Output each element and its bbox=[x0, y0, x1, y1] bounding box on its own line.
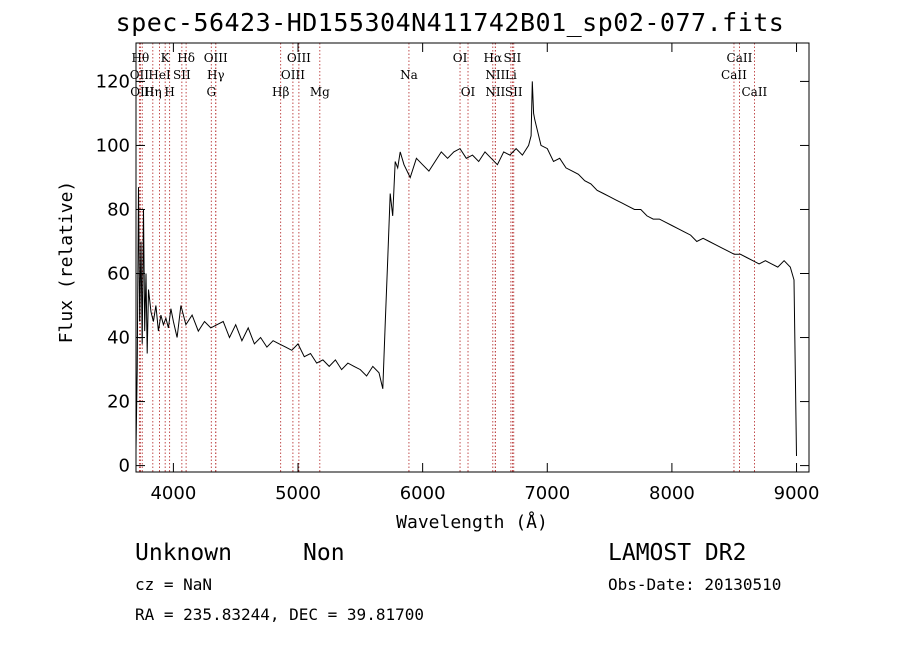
x-tick-label: 8000 bbox=[649, 483, 695, 504]
emission-line-label: SII bbox=[173, 68, 191, 82]
y-tick-label: 20 bbox=[107, 392, 130, 413]
emission-line-label: Li bbox=[505, 68, 517, 82]
emission-line-label: NII bbox=[485, 85, 505, 99]
emission-line-label: Hδ bbox=[177, 51, 195, 65]
x-axis-ticks: 4000 5000 6000 7000 8000 9000 bbox=[150, 43, 819, 504]
emission-line-label: NII bbox=[485, 68, 505, 82]
emission-line-label: Na bbox=[400, 68, 418, 82]
emission-line-label: CaII bbox=[721, 68, 747, 82]
emission-line-label: SII bbox=[504, 51, 522, 65]
x-tick-label: 7000 bbox=[524, 483, 570, 504]
y-tick-label: 40 bbox=[107, 328, 130, 349]
plot-frame bbox=[135, 42, 810, 473]
chart-title: spec-56423-HD155304N411742B01_sp02-077.f… bbox=[115, 8, 785, 37]
coordinates-text: RA = 235.83244, DEC = 39.81700 bbox=[135, 605, 424, 624]
y-tick-label: 80 bbox=[107, 199, 130, 220]
emission-line-label: K bbox=[161, 51, 171, 65]
emission-line-label: G bbox=[206, 85, 216, 99]
y-tick-label: 120 bbox=[96, 71, 130, 92]
x-axis-label: Wavelength (Å) bbox=[396, 511, 548, 533]
y-tick-label: 60 bbox=[107, 264, 130, 285]
emission-line-label: OIII bbox=[204, 51, 228, 65]
spectrum-line bbox=[135, 81, 797, 457]
x-tick-label: 4000 bbox=[150, 483, 196, 504]
object-subclass: Non bbox=[303, 540, 345, 566]
emission-line-markers bbox=[138, 43, 755, 472]
emission-line-label: CaII bbox=[727, 51, 753, 65]
emission-line-label: OIII bbox=[281, 68, 305, 82]
x-tick-label: 5000 bbox=[275, 483, 321, 504]
emission-line-label: HeI bbox=[148, 68, 171, 82]
redshift-text: cz = NaN bbox=[135, 575, 213, 594]
emission-line-label: OI bbox=[461, 85, 476, 99]
emission-line-label: Hα bbox=[484, 51, 503, 65]
emission-line-label: SII bbox=[505, 85, 523, 99]
emission-line-label: Mg bbox=[310, 85, 330, 99]
x-tick-label: 9000 bbox=[774, 483, 820, 504]
emission-line-label: Hγ bbox=[207, 68, 225, 82]
survey-name: LAMOST DR2 bbox=[608, 540, 747, 566]
y-axis-ticks: 0 20 40 60 80 100 120 bbox=[96, 71, 809, 477]
y-tick-label: 100 bbox=[96, 135, 130, 156]
emission-line-label: Hβ bbox=[272, 85, 289, 99]
y-tick-label: 0 bbox=[119, 456, 130, 477]
observation-date: Obs-Date: 20130510 bbox=[608, 575, 782, 594]
emission-line-label: CaII bbox=[741, 85, 767, 99]
emission-line-label: Hθ bbox=[132, 51, 150, 65]
x-tick-label: 6000 bbox=[400, 483, 446, 504]
y-axis-label: Flux (relative) bbox=[56, 181, 77, 344]
emission-line-label: Hη bbox=[144, 85, 162, 99]
object-class: Unknown bbox=[135, 540, 232, 566]
emission-line-label: H bbox=[164, 85, 174, 99]
emission-line-label: OIII bbox=[287, 51, 311, 65]
emission-line-label: OI bbox=[453, 51, 468, 65]
emission-line-label: OII bbox=[130, 68, 150, 82]
